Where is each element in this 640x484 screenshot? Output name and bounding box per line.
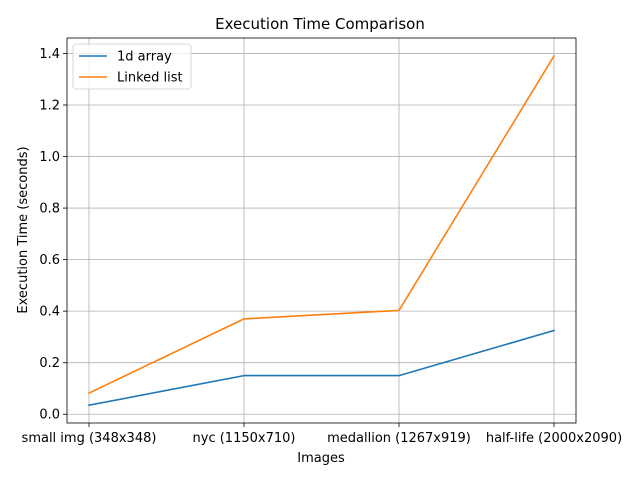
x-axis-label: Images bbox=[297, 451, 345, 466]
y-tick-label: 0.4 bbox=[39, 305, 60, 320]
series-lines bbox=[89, 56, 554, 405]
series-line-0 bbox=[89, 331, 554, 406]
y-tick-label: 0.0 bbox=[39, 408, 60, 423]
y-tick-label: 0.2 bbox=[39, 356, 60, 371]
x-tick-label: nyc (1150x710) bbox=[193, 431, 296, 446]
y-tick-label: 0.8 bbox=[39, 202, 60, 217]
y-tick-label: 0.6 bbox=[39, 253, 60, 268]
x-tick-label: medallion (1267x919) bbox=[327, 431, 471, 446]
y-axis-label: Execution Time (seconds) bbox=[16, 146, 31, 313]
y-tick-label: 1.0 bbox=[39, 150, 60, 165]
x-tick-label: small img (348x348) bbox=[22, 431, 157, 446]
legend-label: 1d array bbox=[117, 50, 172, 65]
legend: 1d array Linked list bbox=[73, 44, 191, 89]
series-line-1 bbox=[89, 56, 554, 393]
x-axis-ticks: small img (348x348) nyc (1150x710) medalli… bbox=[22, 423, 623, 446]
plot-frame bbox=[67, 38, 576, 423]
chart-title: Execution Time Comparison bbox=[215, 15, 425, 33]
y-tick-label: 1.2 bbox=[39, 99, 60, 114]
y-tick-label: 1.4 bbox=[39, 47, 60, 62]
grid bbox=[67, 38, 576, 423]
x-tick-label: half-life (2000x2090) bbox=[486, 431, 622, 446]
legend-label: Linked list bbox=[117, 71, 183, 86]
y-axis-ticks: 0.0 0.2 0.4 0.6 0.8 1.0 1.2 1.4 bbox=[39, 47, 67, 423]
